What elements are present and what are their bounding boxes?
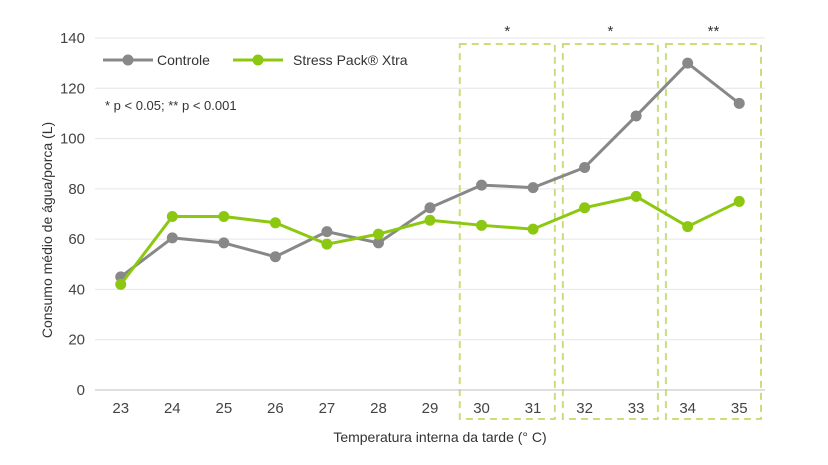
x-tick-31: 31: [525, 400, 542, 417]
significance-region-1: [458, 43, 556, 420]
x-tick-27: 27: [319, 400, 336, 417]
significance-label-3: **: [708, 23, 720, 40]
x-tick-labels: 23 24 25 26 27 28 29 30 31 32 33 34 35: [112, 400, 747, 417]
x-tick-34: 34: [679, 400, 696, 417]
x-tick-30: 30: [473, 400, 490, 417]
data-point-controle-31: [527, 182, 539, 194]
significance-regions: * * **: [458, 23, 763, 420]
x-axis-title: Temperatura interna da tarde (° C): [333, 429, 546, 445]
x-tick-35: 35: [731, 400, 748, 417]
data-point-stress-pack-31: [527, 223, 539, 235]
legend-marker-stress-pack: [252, 54, 264, 66]
legend-label-controle: Controle: [157, 52, 210, 68]
data-point-controle-28: [372, 237, 384, 249]
data-point-controle-27: [321, 226, 333, 238]
series-line-controle: [119, 61, 741, 279]
significance-region-3: [664, 43, 763, 420]
y-axis-title: Consumo médio de água/porca (L): [39, 122, 55, 338]
x-tick-32: 32: [576, 400, 593, 417]
data-point-stress-pack-23: [115, 278, 127, 290]
data-point-stress-pack-25: [218, 211, 230, 223]
x-tick-24: 24: [164, 400, 181, 417]
x-tick-29: 29: [422, 400, 439, 417]
data-point-controle-34: [682, 57, 694, 69]
data-point-stress-pack-32: [579, 202, 591, 214]
data-point-stress-pack-33: [630, 190, 642, 202]
x-tick-26: 26: [267, 400, 284, 417]
data-point-stress-pack-24: [166, 211, 178, 223]
legend-label-stress-pack: Stress Pack® Xtra: [293, 52, 408, 68]
y-tick-40: 40: [68, 281, 85, 298]
significance-note: * p < 0.05; ** p < 0.001: [105, 98, 237, 113]
data-point-controle-29: [424, 202, 436, 214]
legend-item-controle: Controle: [103, 52, 210, 68]
y-tick-100: 100: [60, 131, 85, 148]
data-point-stress-pack-29: [424, 214, 436, 226]
x-tick-33: 33: [628, 400, 645, 417]
data-point-controle-32: [579, 161, 591, 173]
legend: Controle Stress Pack® Xtra: [103, 52, 408, 68]
y-tick-80: 80: [68, 181, 85, 198]
significance-label-2: *: [607, 23, 613, 40]
data-point-stress-pack-30: [476, 219, 488, 231]
data-point-controle-35: [733, 97, 745, 109]
data-point-controle-30: [476, 179, 488, 191]
x-tick-28: 28: [370, 400, 387, 417]
series-lines: [115, 57, 745, 290]
data-point-controle-25: [218, 237, 230, 249]
y-tick-60: 60: [68, 231, 85, 248]
y-tick-20: 20: [68, 332, 85, 349]
data-point-stress-pack-35: [733, 195, 745, 207]
x-tick-23: 23: [112, 400, 129, 417]
data-point-controle-33: [630, 110, 642, 122]
y-tick-120: 120: [60, 80, 85, 97]
data-point-controle-26: [269, 251, 281, 263]
data-point-stress-pack-34: [682, 221, 694, 233]
y-tick-0: 0: [77, 382, 85, 399]
y-tick-140: 140: [60, 30, 85, 47]
significance-label-1: *: [504, 23, 510, 40]
data-point-stress-pack-26: [269, 217, 281, 229]
legend-marker-controle: [122, 54, 134, 66]
x-tick-25: 25: [216, 400, 233, 417]
data-point-stress-pack-28: [372, 228, 384, 240]
legend-item-stress-pack: Stress Pack® Xtra: [233, 52, 408, 68]
data-point-controle-24: [166, 232, 178, 244]
significance-region-2: [561, 43, 659, 420]
data-point-stress-pack-27: [321, 238, 333, 250]
grid-lines: [95, 37, 765, 341]
y-tick-labels: 0 20 40 60 80 100 120 140: [60, 30, 85, 399]
